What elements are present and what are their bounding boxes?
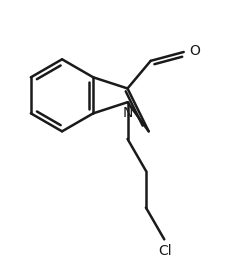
Text: O: O: [189, 44, 200, 58]
Text: N: N: [122, 106, 133, 120]
Text: Cl: Cl: [159, 244, 172, 257]
